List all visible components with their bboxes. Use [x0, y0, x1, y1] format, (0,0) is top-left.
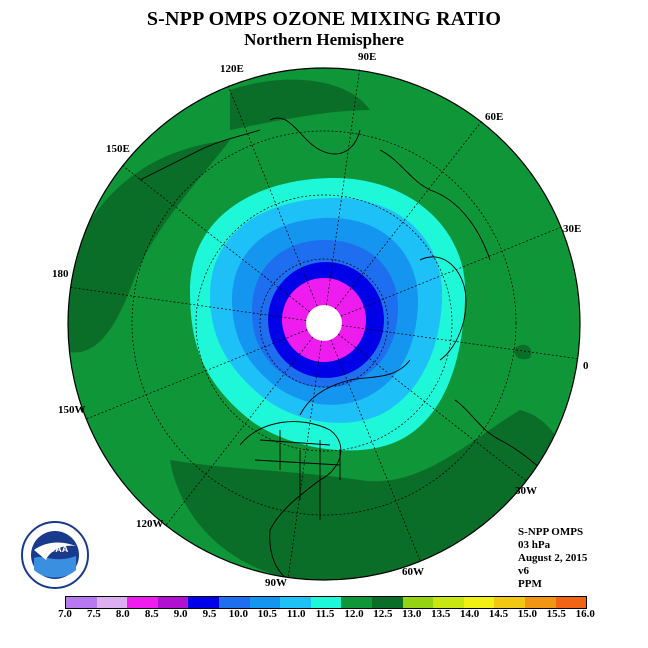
info-block: S-NPP OMPS 03 hPa August 2, 2015 v6 PPM [518, 526, 587, 591]
colorbar-tick-label: 10.5 [257, 608, 277, 620]
lon-label-90e: 90E [358, 51, 377, 63]
lon-label-60e: 60E [485, 111, 504, 123]
colorbar-swatch [188, 597, 219, 608]
dark-spot-atlantic [514, 344, 532, 360]
map-title: S-NPP OMPS OZONE MIXING RATIO [146, 8, 502, 30]
info-pressure: 03 hPa [518, 539, 551, 551]
lon-label-90w: 90W [265, 577, 287, 589]
colorbar-tick-label: 8.5 [144, 608, 159, 620]
colorbar-swatch [402, 597, 434, 608]
colorbar-swatch [341, 597, 372, 608]
colorbar-tick-label: 16.0 [575, 608, 595, 620]
colorbar-swatch [96, 597, 128, 608]
lon-label-150w: 150W [58, 404, 86, 416]
colorbar-tick-label: 7.5 [87, 608, 101, 620]
colorbar-tick-label: 10.0 [228, 608, 249, 620]
colorbar-swatch [433, 597, 464, 608]
colorbar-swatch [66, 597, 97, 608]
colorbar-swatch [310, 597, 342, 608]
info-version: v6 [518, 565, 529, 577]
colorbar-swatch [218, 597, 250, 608]
lon-label-0: 0 [583, 360, 589, 372]
colorbar-tick-label: 12.0 [344, 608, 364, 620]
info-units: PPM [518, 578, 542, 590]
colorbar-tick-label: 11.0 [286, 608, 306, 620]
svg-text:NOAA: NOAA [42, 544, 69, 554]
colorbar-swatch [463, 597, 495, 608]
coastlines [139, 117, 561, 580]
colorbar [65, 596, 588, 609]
lon-label-150e: 150E [106, 143, 130, 155]
colorbar-swatch [249, 597, 281, 608]
colorbar-tick-label: 12.5 [373, 608, 393, 620]
colorbar-swatch [524, 597, 556, 608]
polar-night-gap [306, 305, 342, 341]
lon-label-60w: 60W [402, 566, 424, 578]
noaa-logo: NOAA [21, 521, 89, 589]
lon-label-180: 180 [52, 268, 69, 280]
colorbar-tick-label: 15.5 [546, 608, 566, 620]
colorbar-swatch [494, 597, 525, 608]
colorbar-tick-label: 9.5 [202, 608, 217, 620]
colorbar-swatch [157, 597, 189, 608]
colorbar-tick-label: 15.0 [517, 608, 538, 620]
dark-band-pacific [68, 140, 230, 353]
colorbar-tick-label: 9.0 [173, 608, 188, 620]
colorbar-swatch [555, 597, 587, 608]
colorbar-swatch [280, 597, 311, 608]
dark-band-asia [230, 79, 370, 130]
map-subtitle: Northern Hemisphere [244, 30, 404, 49]
lon-label-120w: 120W [136, 518, 164, 530]
colorbar-tick-label: 14.0 [459, 608, 480, 620]
colorbar-tick-label: 13.5 [431, 608, 451, 620]
info-instrument: S-NPP OMPS [518, 526, 584, 538]
info-date: August 2, 2015 [518, 552, 588, 564]
colorbar-tick-label: 8.0 [115, 608, 130, 620]
colorbar-tick-label: 14.5 [488, 608, 509, 620]
colorbar-tick-label: 11.5 [315, 608, 335, 620]
colorbar-swatch [127, 597, 158, 608]
map-border [67, 67, 581, 581]
graticule [131, 130, 517, 516]
colorbar-tick-label: 13.0 [402, 608, 422, 620]
colorbar-tick-label: 7.0 [58, 608, 72, 620]
lon-label-30w: 30W [515, 485, 537, 497]
lon-label-120e: 120E [220, 63, 244, 75]
lon-label-30e: 30E [563, 223, 582, 235]
colorbar-swatch [371, 597, 403, 608]
